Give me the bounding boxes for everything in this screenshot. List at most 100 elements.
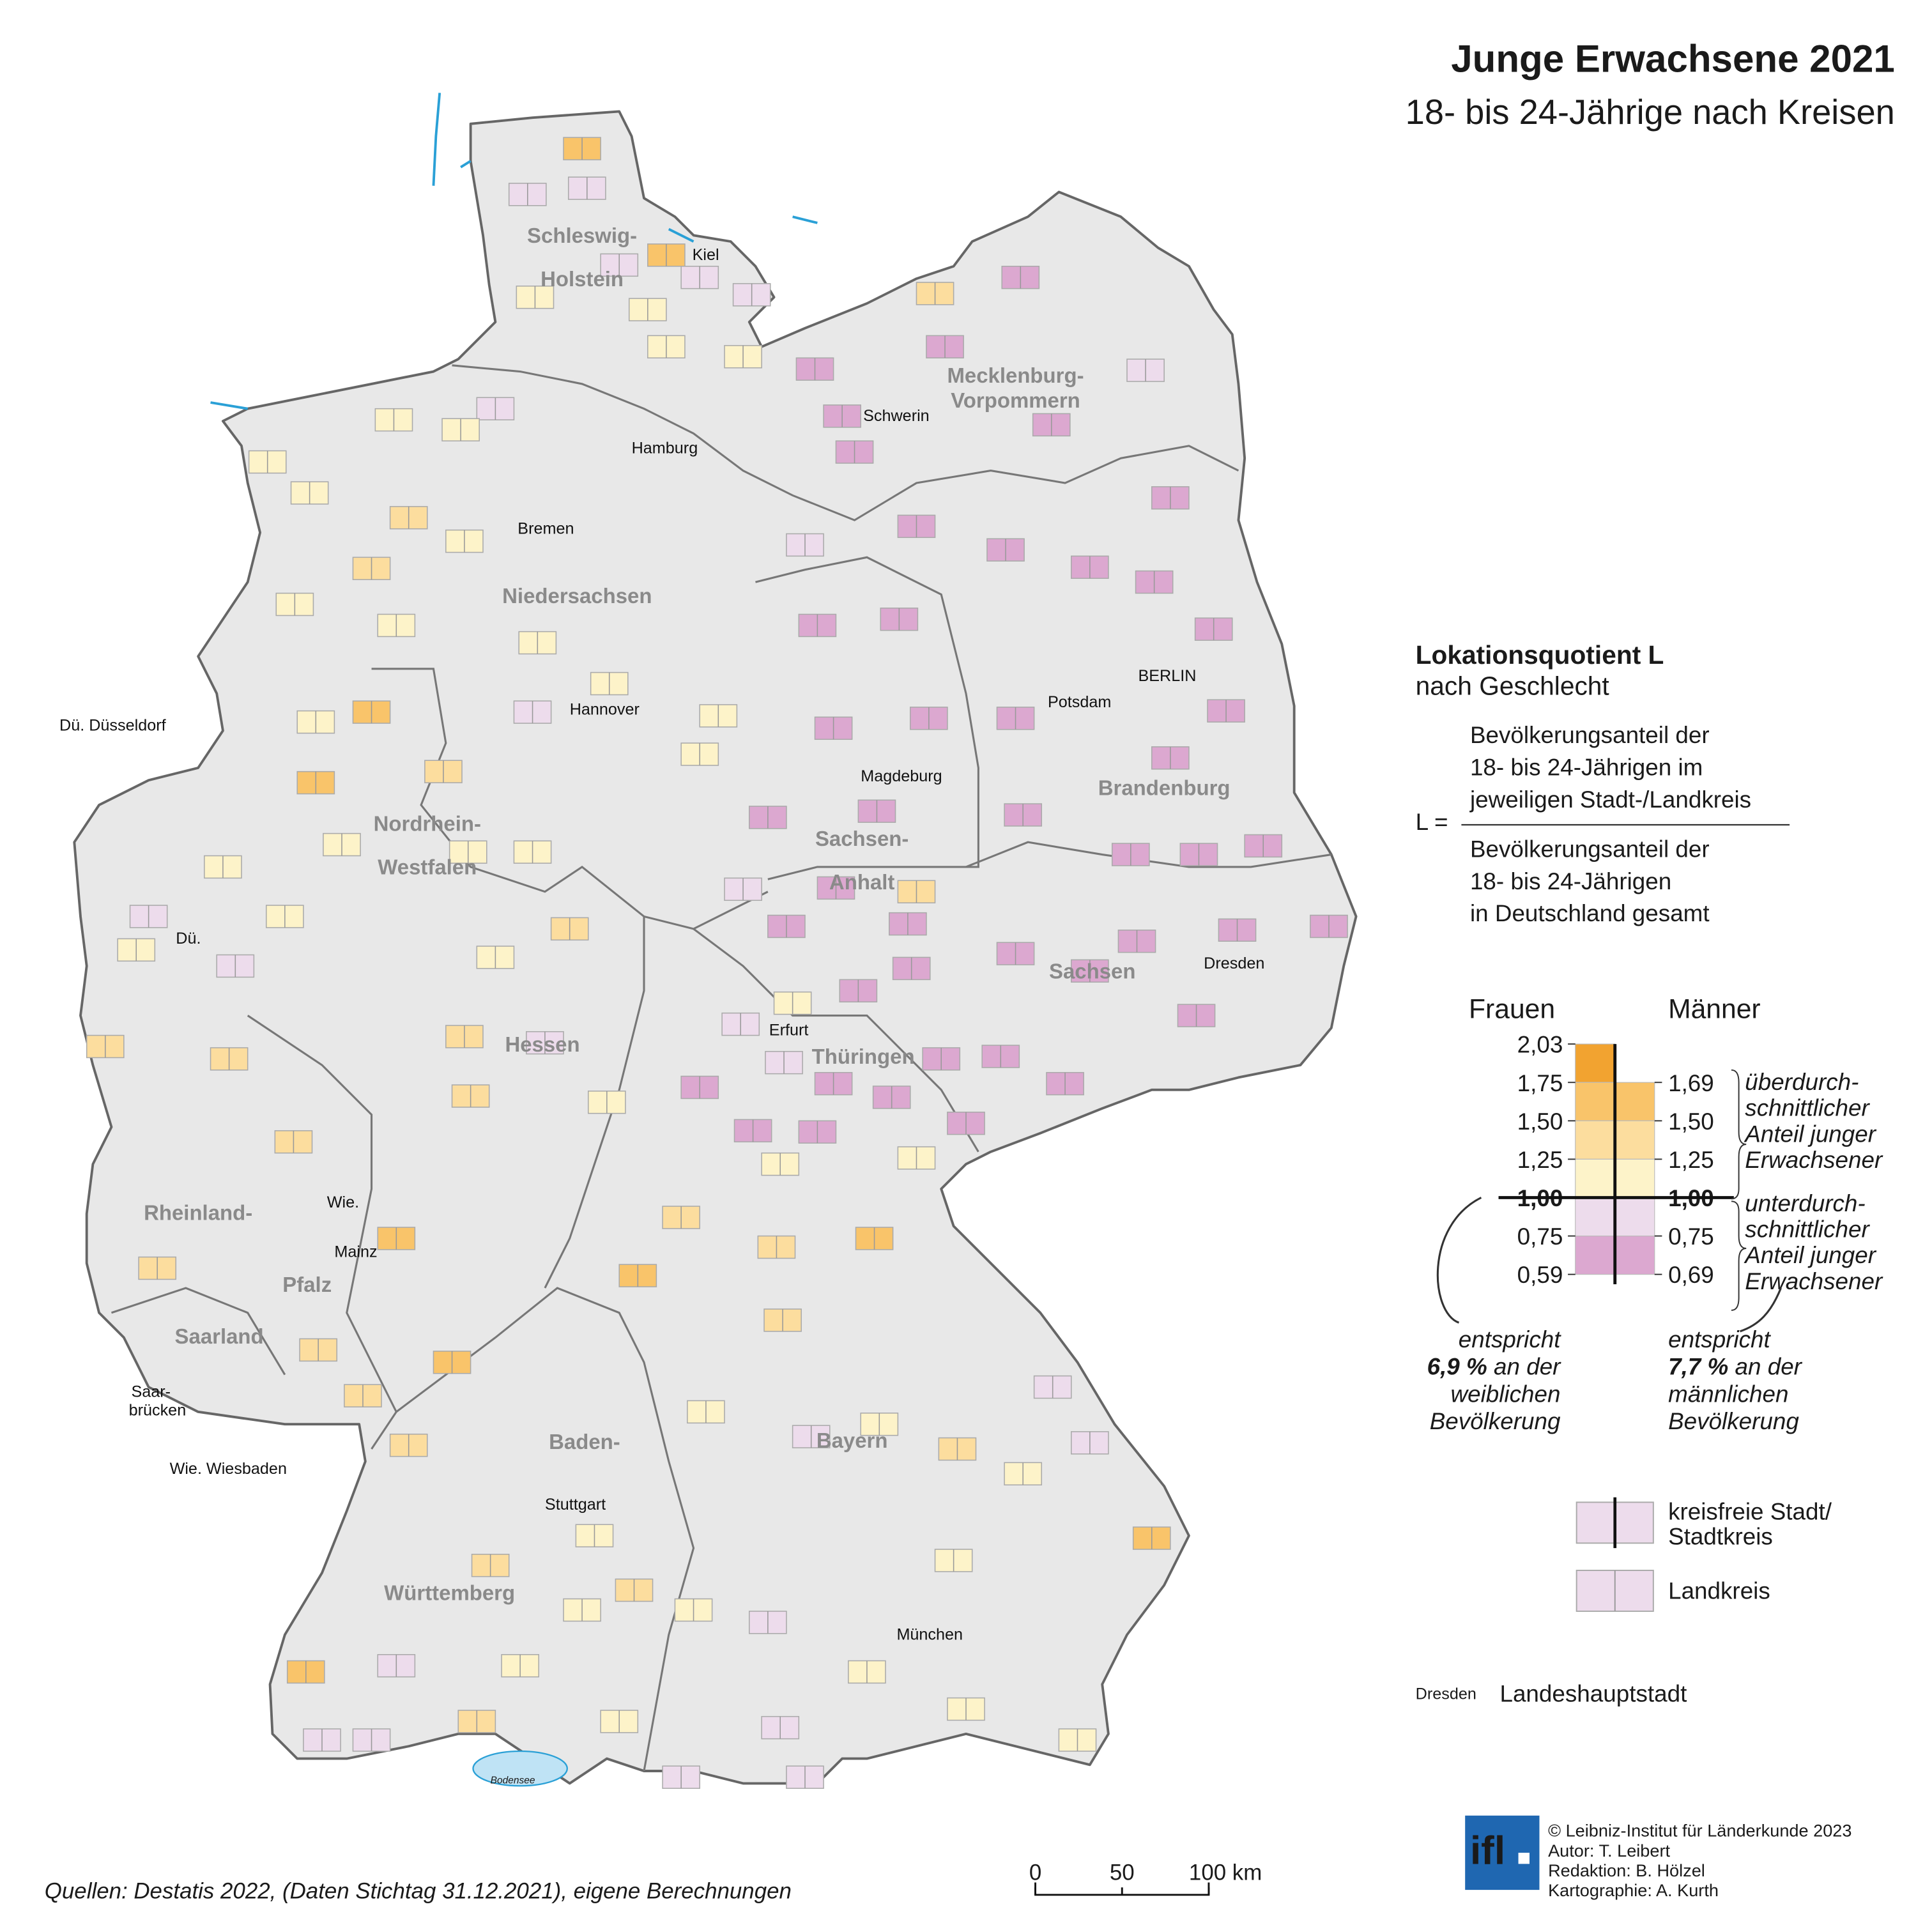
state-label: Anhalt (829, 870, 894, 894)
symbol-city-label: kreisfreie Stadt/ (1668, 1498, 1832, 1524)
state-label: Schleswig- (527, 224, 637, 247)
tick-label-women: 0,75 (1517, 1223, 1563, 1250)
city-label: Hamburg (632, 439, 698, 457)
state-label: Niedersachsen (502, 584, 652, 608)
pointer-men (1740, 1287, 1782, 1333)
district-symbols (86, 137, 1348, 1789)
city-label: Magdeburg (861, 767, 942, 785)
subtitle: 18- bis 24-Jährige nach Kreisen (1406, 93, 1895, 132)
germany-outline (73, 110, 1358, 1785)
legend-subtitle: nach Geschlecht (1416, 671, 1609, 700)
city-label: Stuttgart (545, 1496, 606, 1514)
note-line: entspricht (1668, 1326, 1771, 1353)
city-label: Hannover (570, 700, 640, 718)
formula-denominator: 18- bis 24-Jährigen (1470, 868, 1671, 894)
title: Junge Erwachsene 2021 (1451, 37, 1895, 80)
city-label: Mainz (334, 1243, 377, 1261)
capital-label: Landeshauptstadt (1499, 1680, 1687, 1706)
class-swatch-men (1614, 1236, 1655, 1275)
formula-left: L = (1416, 809, 1448, 835)
above-note: überdurch- (1745, 1069, 1859, 1095)
note-percent: 6,9 % (1427, 1354, 1487, 1380)
note-percent: 7,7 % (1668, 1354, 1728, 1380)
class-swatch-men (1614, 1197, 1655, 1237)
tick-label-women: 0,59 (1517, 1262, 1563, 1288)
symbol-district-label: Landkreis (1668, 1578, 1770, 1604)
city-label: Schwerin (863, 407, 930, 425)
above-note: Anteil junger (1744, 1121, 1876, 1147)
legend-title: Lokationsquotient L (1416, 640, 1664, 670)
tick-label-men: 1,50 (1668, 1108, 1714, 1135)
note-rest: an der (1487, 1354, 1561, 1380)
class-swatch-men (1614, 1082, 1655, 1121)
tick-label-women: 1,50 (1517, 1108, 1563, 1135)
state-label: Baden- (549, 1430, 620, 1453)
brace (1731, 1069, 1747, 1200)
state-label: Nordrhein- (374, 812, 481, 836)
note-line: 6,9 % an der (1427, 1354, 1562, 1380)
class-swatch-women (1575, 1158, 1616, 1199)
class-swatch-men (1614, 1158, 1655, 1199)
state-label: Sachsen- (815, 827, 908, 850)
pointer-women (1436, 1197, 1482, 1324)
credit-line: Redaktion: B. Hölzel (1548, 1860, 1705, 1880)
city-label: BERLIN (1138, 667, 1196, 685)
above-note: schnittlicher (1745, 1095, 1870, 1121)
state-label: Saarland (175, 1324, 264, 1348)
tick-label-men: 0,69 (1668, 1262, 1714, 1288)
symbol-city-label: Stadtkreis (1668, 1523, 1773, 1549)
city-label: brücken (129, 1402, 187, 1420)
tick-label-women: 2,03 (1517, 1032, 1563, 1058)
city-label: Saar- (131, 1383, 171, 1401)
scale-label: 0 (1029, 1860, 1041, 1885)
credit-line: Kartographie: A. Kurth (1548, 1880, 1719, 1900)
class-swatch-men (1614, 1120, 1655, 1160)
class-swatch-women (1575, 1043, 1616, 1083)
scale-label: 50 (1110, 1860, 1135, 1885)
city-label: Erfurt (769, 1022, 809, 1039)
women-header: Frauen (1469, 993, 1555, 1024)
men-header: Männer (1668, 993, 1761, 1024)
brace (1731, 1200, 1747, 1311)
state-label: Rheinland- (144, 1200, 252, 1224)
state-label: Westfalen (378, 855, 477, 879)
class-swatch-women (1575, 1082, 1616, 1121)
state-label: Sachsen (1049, 959, 1135, 983)
scale-label: 100 km (1189, 1860, 1262, 1885)
city-label: Kiel (693, 246, 719, 264)
state-borders (111, 364, 1332, 1772)
formula-numerator: jeweiligen Stadt-/Landkreis (1469, 786, 1751, 813)
state-label: Pfalz (282, 1273, 332, 1296)
state-label: Thüringen (812, 1045, 915, 1068)
note-line: weiblichen (1450, 1381, 1560, 1407)
state-label: Bayern (816, 1429, 888, 1452)
note-line: 7,7 % an der (1668, 1354, 1803, 1380)
formula-denominator: Bevölkerungsanteil der (1470, 836, 1710, 862)
city-label: Dresden (1204, 954, 1264, 972)
lake (472, 1750, 568, 1787)
capital-example: Dresden (1416, 1685, 1476, 1703)
class-swatch-women (1575, 1120, 1616, 1160)
below-note: Erwachsener (1745, 1268, 1883, 1294)
footer: 0 50 100 km Quellen: Destatis 2022, (Daten … (45, 1815, 1851, 1904)
formula-numerator: 18- bis 24-Jährigen im (1470, 754, 1703, 780)
abbreviation: Wie. Wiesbaden (170, 1460, 287, 1478)
city-label: Potsdam (1048, 693, 1111, 711)
state-label: Mecklenburg- (947, 364, 1084, 387)
logo-dot (1518, 1852, 1529, 1864)
tick-label-men: 0,75 (1668, 1223, 1714, 1250)
note-line: Bevölkerung (1430, 1408, 1561, 1434)
state-label: Vorpommern (951, 388, 1080, 412)
credit-line: © Leibniz-Institut für Länderkunde 2023 (1548, 1821, 1851, 1841)
note-line: Bevölkerung (1668, 1408, 1799, 1434)
city-label: München (896, 1626, 963, 1644)
formula-numerator: Bevölkerungsanteil der (1470, 722, 1710, 748)
tick-label-men: 1,69 (1668, 1070, 1714, 1096)
city-label: Bremen (518, 519, 574, 537)
above-note: Erwachsener (1745, 1147, 1883, 1173)
tick-label-women: 1,75 (1517, 1070, 1563, 1096)
state-label: Württemberg (384, 1581, 515, 1604)
